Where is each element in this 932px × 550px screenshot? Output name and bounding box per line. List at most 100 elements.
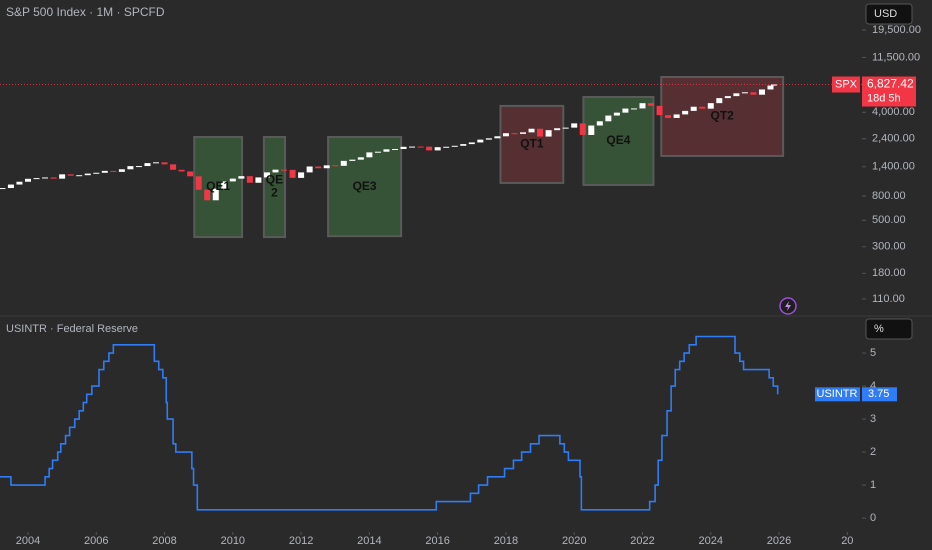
candle	[101, 170, 108, 173]
x-tick-label: 2024	[699, 535, 723, 547]
x-tick-label: 2010	[221, 535, 245, 547]
candle	[724, 96, 731, 99]
x-tick-label: 2016	[425, 535, 449, 547]
candle	[409, 146, 416, 148]
candle	[690, 106, 697, 111]
candle	[741, 92, 748, 94]
price-tag-value: 6,827.42	[867, 77, 914, 91]
unit[interactable]: %	[874, 323, 884, 335]
candle	[93, 172, 100, 174]
chart-title: S&P 500 Index · 1M · SPCFD	[6, 5, 165, 19]
candle	[716, 98, 723, 104]
candle	[187, 171, 194, 177]
candle	[374, 151, 381, 153]
region-label: QE1	[206, 179, 230, 193]
candle	[67, 174, 74, 176]
candle	[554, 128, 561, 131]
candle	[630, 108, 637, 110]
x-tick-label: 2008	[152, 535, 176, 547]
y-tick-label: 1,400.00	[872, 161, 915, 173]
candle	[24, 178, 31, 182]
candle	[451, 145, 458, 147]
candle	[178, 169, 185, 172]
candle	[596, 121, 603, 126]
candle	[340, 160, 347, 166]
x-tick-label: 2014	[357, 535, 381, 547]
candle	[212, 188, 219, 201]
candle	[0, 188, 6, 190]
region-label: QT1	[520, 137, 544, 151]
candle	[391, 149, 398, 151]
y-tick-label: 4,000.00	[872, 106, 915, 118]
price-tag-name: SPX	[835, 78, 858, 90]
candle	[298, 172, 305, 178]
region-box	[262, 136, 287, 239]
candle	[750, 92, 757, 95]
candle	[477, 139, 484, 143]
series-tag-name-bg	[815, 387, 860, 402]
candle	[255, 177, 262, 183]
candle	[605, 115, 612, 122]
candle	[502, 133, 509, 137]
currency-button[interactable]	[865, 3, 913, 25]
candle	[520, 132, 527, 134]
candle	[383, 149, 390, 152]
x-tick-label: 2006	[84, 535, 108, 547]
candle	[281, 169, 288, 171]
candle	[758, 89, 765, 95]
candle	[673, 114, 680, 118]
candle	[110, 170, 117, 172]
candle	[204, 189, 211, 201]
y-tick-label: 5	[870, 347, 876, 359]
candle	[16, 181, 23, 185]
candle	[349, 159, 356, 161]
region-box	[327, 136, 403, 238]
candle	[263, 172, 270, 178]
candle	[613, 112, 620, 116]
candle	[306, 166, 313, 173]
y-tick-label: 180.00	[872, 267, 906, 279]
candle	[400, 146, 407, 150]
candle	[656, 105, 663, 116]
candle	[528, 128, 535, 133]
candle	[434, 147, 441, 151]
x-tick-label: 2018	[494, 535, 518, 547]
candle	[195, 176, 202, 190]
candle	[84, 173, 91, 176]
region-box	[193, 136, 244, 239]
x-tick-label: 2020	[562, 535, 586, 547]
candle	[468, 142, 475, 145]
region-label: QE	[266, 173, 283, 187]
candle	[665, 115, 672, 118]
indicator-title: USINTR · Federal Reserve	[6, 323, 138, 335]
y-tick-label: 2,400.00	[872, 133, 915, 145]
candle	[588, 125, 595, 135]
candle	[76, 175, 83, 177]
candle	[135, 166, 142, 168]
candle	[699, 106, 706, 109]
y-tick-label: 1	[870, 479, 876, 491]
candle	[537, 128, 544, 137]
candle	[682, 110, 689, 115]
candle	[571, 123, 578, 128]
series-tag-value: 3.75	[868, 388, 889, 400]
currency[interactable]: USD	[874, 8, 897, 20]
y-tick-label: 500.00	[872, 214, 906, 226]
y-tick-label: 800.00	[872, 190, 906, 202]
candle	[417, 146, 424, 148]
y-tick-label: 19,500.00	[872, 24, 921, 36]
y-tick-label: 110.00	[872, 293, 905, 305]
unit-button[interactable]	[865, 318, 913, 340]
region-label: 2	[271, 186, 278, 200]
candle	[42, 177, 49, 179]
candle	[494, 136, 501, 139]
candle	[50, 177, 57, 179]
candle	[323, 165, 330, 169]
candle	[7, 184, 14, 189]
candle	[59, 174, 66, 179]
candle	[562, 127, 569, 129]
rate-line	[0, 335, 779, 511]
y-tick-label: 4	[870, 380, 876, 392]
candle	[545, 130, 552, 137]
